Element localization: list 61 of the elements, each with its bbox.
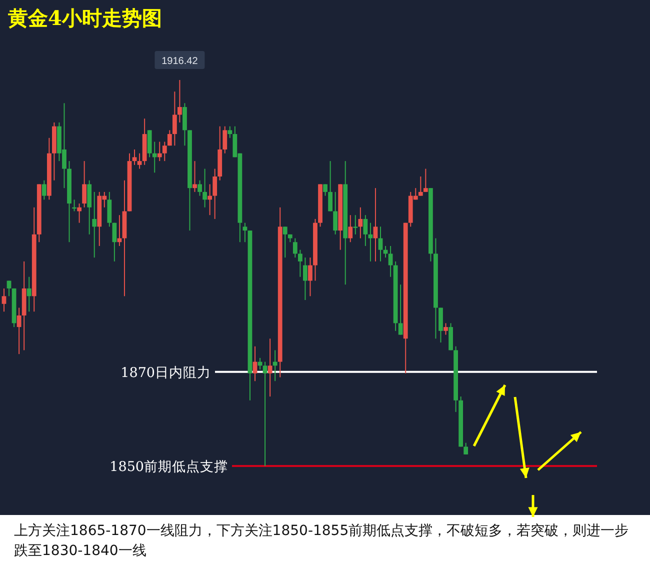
candlestick [222,126,228,154]
candlestick [444,322,448,336]
candlestick [16,307,22,355]
candlestick [368,222,373,262]
candlestick [82,160,87,208]
candlestick [228,126,232,138]
candlestick [162,141,167,162]
candlestick [353,214,358,235]
candlestick [208,184,212,216]
candlestick [198,180,202,196]
candlestick [26,276,32,312]
candlestick [292,238,298,258]
chart-title: 黄金4小时走势图 [7,6,162,30]
candlestick [378,226,383,262]
candlestick [192,160,197,192]
candlestick [448,322,453,351]
candlestick [172,91,177,146]
ref-line-label: 1870日内阻力 [120,364,211,381]
candlestick [438,307,443,343]
candlestick [157,141,162,162]
candlestick [464,442,468,455]
candlestick [363,214,368,246]
candlestick [282,226,288,258]
candlestick [147,130,152,158]
candlestick [167,130,172,146]
candlestick [212,168,218,220]
candlestick [418,176,423,196]
annotation: 1916.42 [162,56,198,67]
candlestick [178,80,182,123]
candlestick [137,152,142,170]
candlestick [348,214,353,243]
candlestick [107,191,112,228]
text: 上方关注1865-1870一线阻力，下方关注1850-1855前期低点支撑，不破短多，若突破，则进一步跌至1830-1840一线 [14,522,630,561]
candlestick [328,160,332,212]
candlestick [252,346,258,382]
ref-line-label: 1850前期低点支撑 [110,459,228,475]
candlestick [202,168,207,208]
candlestick [152,141,157,174]
candlestick [2,288,6,312]
candlestick [323,184,328,196]
candlestick [373,188,378,262]
candlestick [272,350,278,382]
candlestick [333,191,338,235]
candlestick [6,280,12,297]
candlestick [423,168,428,192]
candlestick [303,257,308,301]
candlestick [87,180,92,235]
candlestick [358,206,363,239]
candlestick [268,338,272,398]
candlestick [77,203,82,224]
candlestick [398,284,403,336]
candlestick [182,102,187,146]
candlestick [308,257,312,297]
candlestick [298,249,302,278]
candlestick [262,361,268,466]
candlestick [388,245,393,278]
candlestick [42,180,46,200]
candlestick [92,191,97,258]
candlestick [242,222,248,243]
candlestick [132,148,137,166]
candlestick [112,222,117,262]
